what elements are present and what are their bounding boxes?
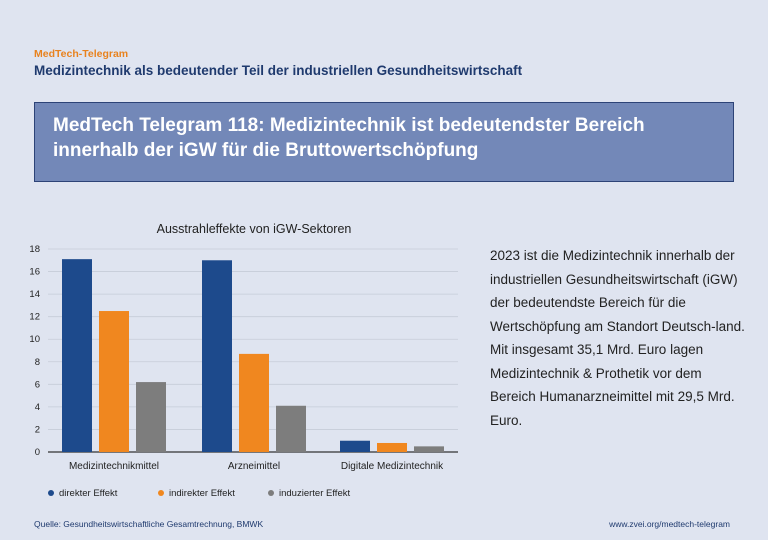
bar [377, 442, 407, 452]
y-tick-label: 6 [35, 379, 40, 390]
bar [202, 260, 232, 452]
chart-x-ticks: Medizintechnikmittel Arzneimittel Digitale… [69, 461, 444, 472]
y-tick-label: 14 [29, 289, 40, 300]
legend-item-indirect: indirekter Effekt [158, 488, 235, 499]
x-tick-label: Digitale Medizintechnik [341, 461, 444, 472]
bar [414, 446, 444, 452]
brand-label: MedTech-Telegram [34, 48, 129, 60]
bar [276, 405, 306, 452]
y-tick-label: 18 [29, 244, 40, 255]
legend-label: induzierter Effekt [279, 488, 351, 499]
legend-label: direkter Effekt [59, 488, 118, 499]
legend-dot-icon [158, 490, 164, 497]
legend-item-induced: induzierter Effekt [268, 488, 350, 499]
y-tick-label: 12 [29, 312, 40, 323]
y-tick-label: 16 [29, 267, 40, 278]
x-tick-label: Arzneimittel [228, 461, 280, 472]
bar [340, 440, 370, 452]
legend-dot-icon [48, 490, 54, 497]
x-tick-label: Medizintechnikmittel [69, 461, 159, 472]
y-tick-label: 8 [35, 357, 40, 368]
banner-title-line2: innerhalb der iGW für die Bruttowertschö… [53, 140, 479, 161]
chart-y-ticks: 0 2 4 6 8 10 12 14 16 18 [29, 244, 40, 458]
y-tick-label: 2 [35, 424, 40, 435]
bar [99, 311, 129, 452]
bar [136, 382, 166, 452]
legend-item-direct: direkter Effekt [48, 488, 117, 499]
banner-title-line1: MedTech Telegram 118: Medizintechnik ist… [53, 115, 645, 136]
y-tick-label: 0 [35, 447, 40, 458]
y-tick-label: 4 [35, 402, 40, 413]
source-note: Quelle: Gesundheitswirtschaftliche Gesam… [34, 519, 264, 529]
chart-bars [62, 259, 444, 452]
y-tick-label: 10 [29, 334, 40, 345]
description-text: 2023 ist die Medizintechnik innerhalb de… [490, 248, 745, 428]
page-subtitle: Medizintechnik als bedeutender Teil der … [34, 63, 523, 78]
legend-label: indirekter Effekt [169, 488, 235, 499]
footer-url: www.zvei.org/medtech-telegram [609, 519, 730, 529]
bar [62, 259, 92, 452]
legend-dot-icon [268, 490, 274, 497]
chart-title: Ausstrahleffekte von iGW-Sektoren [156, 222, 352, 236]
title-banner: MedTech Telegram 118: Medizintechnik ist… [34, 102, 734, 182]
bar [239, 353, 269, 452]
